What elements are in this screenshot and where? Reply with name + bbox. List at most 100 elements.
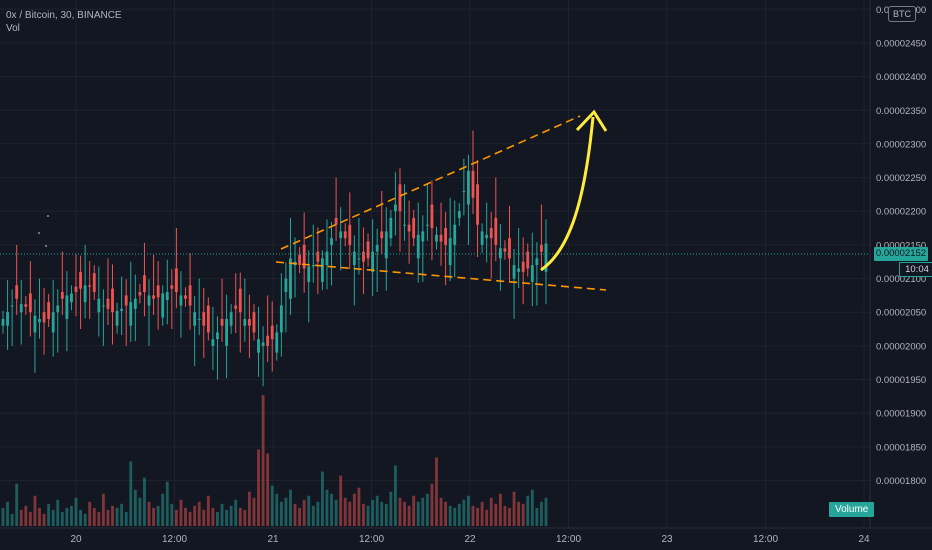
volume-bar [439,497,443,526]
candle-body [238,288,242,313]
candle-body [170,285,174,289]
volume-bar [316,501,320,526]
volume-bar [494,503,498,526]
volume-bar [489,497,493,526]
volume-bar [6,501,9,526]
candle-body [143,275,146,293]
y-tick-label: 0.00001900 [876,409,926,420]
x-tick-label: 24 [858,534,870,545]
y-tick-label: 0.00002100 [876,274,926,285]
y-axis-tick-labels: 0.000025000.000024500.000024000.00002350… [876,5,926,487]
volume-bar [421,497,425,526]
candle-body [70,293,73,303]
volume-bar [65,507,69,526]
volume-bar [348,501,352,526]
volume-bar [503,505,507,526]
y-tick-label: 0.00002050 [876,308,926,319]
candle-body [216,332,219,340]
candle-body [115,310,119,326]
candle-body [275,332,279,353]
candle-body [101,305,105,307]
candle-series [1,130,548,387]
candle-body [389,217,393,239]
volume-bar [51,509,55,526]
y-tick-label: 0.00001800 [876,476,926,487]
time-axis [0,528,932,550]
candle-body [15,285,19,299]
volume-bar [229,505,233,526]
volume-bar [389,491,393,526]
volume-bar [220,503,224,526]
volume-bar [120,503,124,526]
candle-body [266,335,270,346]
volume-bar [197,501,201,526]
candle-body [439,234,443,242]
candle-body [480,231,484,245]
candle-body [540,244,543,252]
candle-body [74,286,78,293]
candle-body [407,224,411,232]
candle-body [403,224,406,226]
volume-bar [375,495,379,526]
candle-body [247,318,251,326]
volume-bar [88,501,92,526]
candle-body [28,293,32,313]
x-tick-label: 21 [267,534,279,545]
volume-bar [70,505,73,526]
grid-lines [0,0,870,528]
candle-body [60,292,64,299]
volume-bar [243,509,247,526]
symbol-title[interactable]: 0x / Bitcoin, 30, BINANCE [6,10,122,21]
volume-bar [179,499,183,526]
volume-bar [371,499,375,526]
candle-body [38,318,41,323]
volume-bar [10,513,14,526]
candle-body [193,312,197,326]
volume-indicator-label[interactable]: Vol [6,23,20,34]
x-tick-label: 12:00 [753,534,778,545]
candle-body [462,191,466,193]
volume-bar [480,501,484,526]
volume-bar [79,509,82,526]
candle-body [88,285,92,287]
volume-bar [302,499,306,526]
candle-body [165,292,169,301]
candle-body [261,342,265,346]
volume-series [1,395,548,526]
candle-body [348,224,352,245]
volume-bar [425,493,429,526]
candle-body [530,265,534,282]
candle-body [202,312,206,326]
candle-body [56,305,60,313]
volume-bar [467,495,470,526]
volume-bar [238,507,242,526]
candle-body [124,295,128,306]
candle-body [311,265,315,267]
candle-body [298,255,302,266]
lower-trendline [275,261,607,291]
candle-body [188,285,192,306]
candle-body [535,258,539,266]
volume-bar [430,483,434,526]
volume-bar [362,503,365,526]
y-tick-label: 0.00002350 [876,106,926,117]
volume-bar [412,495,416,526]
volume-bar [279,501,283,526]
volume-bar [143,477,146,526]
candle-body [1,318,5,326]
volume-bar [206,495,210,526]
candle-body [184,295,187,299]
currency-badge[interactable]: BTC [888,6,916,22]
candle-body [270,325,274,340]
volume-bar [462,499,466,526]
candle-body [279,305,283,333]
candle-body [229,312,233,326]
candle-body [133,298,137,309]
candle-body [289,258,292,299]
candle-body [384,231,388,259]
volume-bar [147,501,151,526]
volume-bar [234,499,238,526]
volume-pane-badge[interactable]: Volume [829,502,875,517]
last-price-tag: 0.00002152 [874,247,928,261]
